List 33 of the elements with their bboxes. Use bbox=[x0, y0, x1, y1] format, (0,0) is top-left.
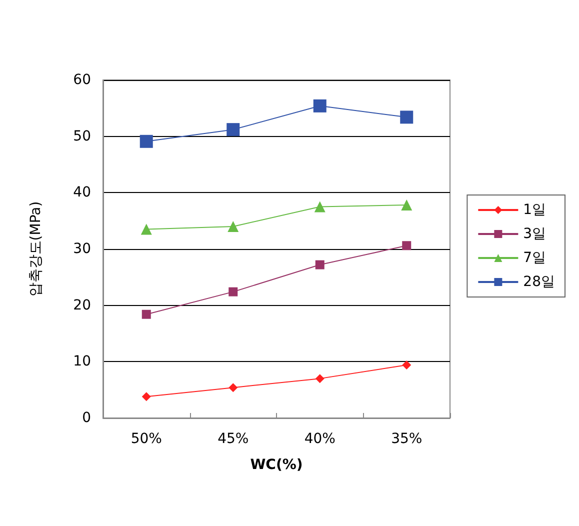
y-tick-label: 50 bbox=[73, 128, 91, 144]
point bbox=[315, 260, 324, 270]
y-tick-label: 20 bbox=[73, 297, 91, 314]
point bbox=[401, 200, 412, 211]
point bbox=[402, 241, 412, 250]
point bbox=[228, 287, 238, 296]
legend-label: 1일 bbox=[523, 202, 546, 218]
point bbox=[226, 123, 240, 136]
point bbox=[228, 220, 239, 232]
point bbox=[400, 110, 414, 124]
y-tick-label: 40 bbox=[73, 184, 91, 201]
point bbox=[228, 383, 238, 392]
y-axis-title: 압축강도(MPa) bbox=[28, 201, 44, 297]
y-tick-label: 10 bbox=[73, 354, 91, 370]
x-tick-label: 45% bbox=[218, 431, 249, 447]
legend-label: 7일 bbox=[523, 250, 546, 266]
point bbox=[313, 99, 326, 112]
y-tick-label: 0 bbox=[82, 410, 91, 426]
x-axis-title: WC(%) bbox=[250, 457, 303, 473]
y-tick-label: 30 bbox=[73, 241, 91, 257]
point bbox=[142, 392, 151, 402]
x-tick-label: 50% bbox=[130, 431, 162, 447]
point bbox=[314, 201, 326, 212]
legend-label: 28일 bbox=[523, 274, 556, 290]
point bbox=[315, 374, 324, 384]
legend-label: 3일 bbox=[523, 226, 546, 242]
y-tick-label: 60 bbox=[73, 72, 91, 88]
x-tick-label: 40% bbox=[304, 431, 336, 447]
x-tick-label: 35% bbox=[391, 431, 422, 447]
point bbox=[140, 224, 152, 235]
point bbox=[402, 360, 412, 370]
point bbox=[140, 134, 153, 148]
point bbox=[142, 310, 151, 319]
